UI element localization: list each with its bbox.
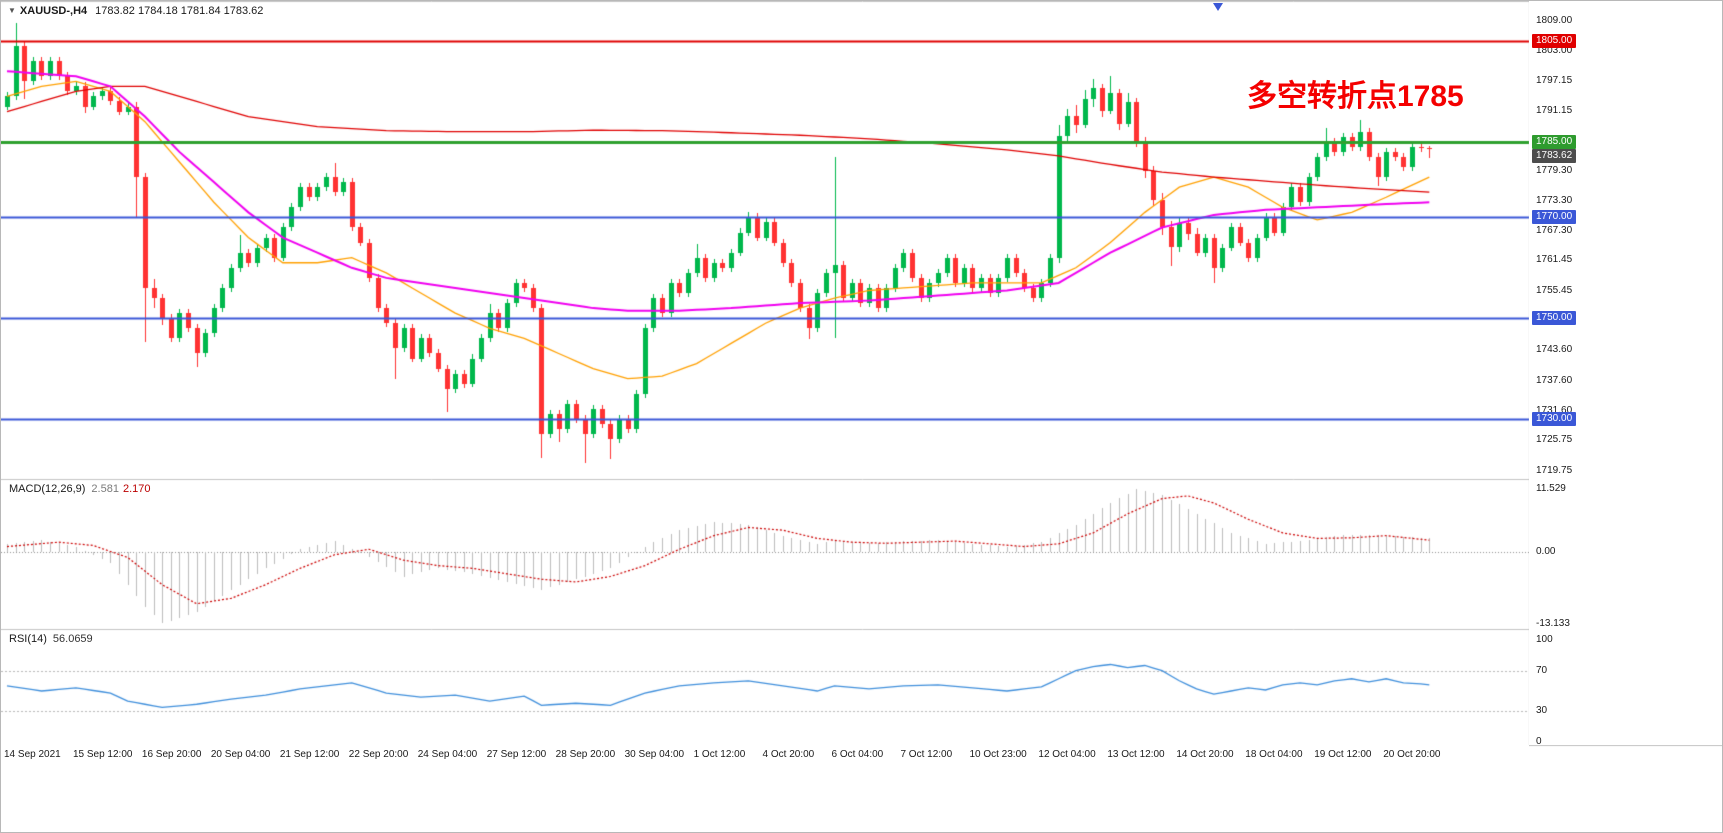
- price-tag-1783-62: 1783.62: [1532, 148, 1577, 163]
- chart-annotation-text[interactable]: 多空转折点1785: [1247, 80, 1464, 113]
- time-axis-label: 1 Oct 12:00: [693, 749, 746, 760]
- price-scale-label: 1803.00: [1536, 45, 1573, 57]
- price-scale-label: 1767.30: [1536, 225, 1573, 236]
- time-axis-label: 13 Oct 12:00: [1107, 749, 1165, 760]
- price-scale[interactable]: 1809.00 1803.00 1797.15 1791.15 1779.30 1773.…: [1529, 1, 1722, 747]
- price-scale-label: 1743.60: [1536, 344, 1573, 356]
- time-axis-label: 28 Sep 20:00: [555, 749, 616, 760]
- chart-symbol-timeframe: XAUUSD-,H4: [19, 5, 88, 17]
- time-axis[interactable]: 14 Sep 2021 15 Sep 12:00 16 Sep 20:00 20 Se…: [1, 745, 1529, 767]
- indicator-scale-label: -13.133: [1536, 617, 1570, 629]
- price-scale-label: 1731.60: [1536, 404, 1573, 416]
- indicator-scale-label: 70: [1536, 664, 1548, 676]
- chart-ohlc-values: 1783.82 1784.18 1781.84 1783.62: [95, 5, 264, 17]
- time-axis-label: 10 Oct 23:00: [969, 749, 1027, 760]
- time-axis-label: 20 Sep 04:00: [210, 749, 271, 760]
- indicator-scale-label: 11.529: [1536, 483, 1566, 495]
- time-axis-label: 27 Sep 12:00: [486, 749, 547, 760]
- time-axis-label: 14 Sep 2021: [4, 749, 61, 760]
- price-tag-1770-00: 1770.00: [1532, 210, 1577, 225]
- price-scale-label: 1809.00: [1536, 14, 1573, 26]
- indicator-scale-label: 0.00: [1536, 546, 1556, 557]
- price-scale-label: 1797.15: [1536, 74, 1573, 86]
- chart-title-overlay: ▼ XAUUSD-,H4 1783.82 1784.18 1781.84 1783.…: [8, 5, 263, 17]
- price-scale-label: 1725.75: [1536, 434, 1573, 446]
- macd-indicator-label: MACD(12,26,9) 2.581 2.170: [9, 483, 150, 495]
- time-axis-label: 30 Sep 04:00: [624, 749, 685, 760]
- macd-signal-value: 2.170: [122, 483, 151, 495]
- macd-main-value: 2.581: [91, 483, 119, 495]
- time-axis-label: 16 Sep 20:00: [141, 749, 202, 760]
- price-scale-label: 1773.30: [1536, 194, 1573, 206]
- indicator-scale-label: 0: [1536, 736, 1542, 747]
- rsi-value: 56.0659: [52, 633, 93, 645]
- time-axis-label: 18 Oct 04:00: [1245, 749, 1303, 760]
- time-axis-label: 24 Sep 04:00: [417, 749, 478, 760]
- macd-label-text: MACD(12,26,9): [9, 483, 86, 495]
- indicator-scale-label: 100: [1536, 634, 1553, 645]
- time-axis-label: 21 Sep 12:00: [279, 749, 340, 760]
- price-scale-label: 1755.45: [1536, 284, 1573, 296]
- time-axis-label: 14 Oct 20:00: [1176, 749, 1234, 760]
- time-axis-label: 19 Oct 12:00: [1314, 749, 1372, 760]
- time-axis-label: 20 Oct 20:00: [1383, 749, 1441, 760]
- time-axis-label: 22 Sep 20:00: [348, 749, 409, 760]
- price-scale-label: 1761.45: [1536, 254, 1573, 266]
- time-axis-label: 7 Oct 12:00: [900, 749, 953, 760]
- time-axis-label: 6 Oct 04:00: [831, 749, 884, 760]
- price-scale-label: 1737.60: [1536, 374, 1573, 386]
- time-axis-label: 15 Sep 12:00: [72, 749, 133, 760]
- symbol-dropdown-icon[interactable]: ▼: [8, 6, 16, 15]
- price-tag-1730-00: 1730.00: [1532, 412, 1577, 426]
- rsi-indicator-label: RSI(14) 56.0659: [9, 633, 93, 645]
- time-axis-label: 12 Oct 04:00: [1038, 749, 1096, 760]
- time-axis-label: 4 Oct 20:00: [762, 749, 815, 760]
- price-scale-label: 1791.15: [1536, 104, 1573, 116]
- price-scale-label: 1719.75: [1536, 464, 1573, 476]
- chart-shift-marker[interactable]: [1213, 3, 1223, 11]
- price-tag-1750-00: 1750.00: [1532, 311, 1577, 326]
- price-tag-1785-00: 1785.00: [1532, 134, 1577, 149]
- price-tag-1805-00: 1805.00: [1532, 34, 1577, 48]
- price-scale-label: 1779.30: [1536, 164, 1573, 176]
- rsi-label-text: RSI(14): [9, 633, 47, 645]
- indicator-scale-label: 30: [1536, 705, 1548, 717]
